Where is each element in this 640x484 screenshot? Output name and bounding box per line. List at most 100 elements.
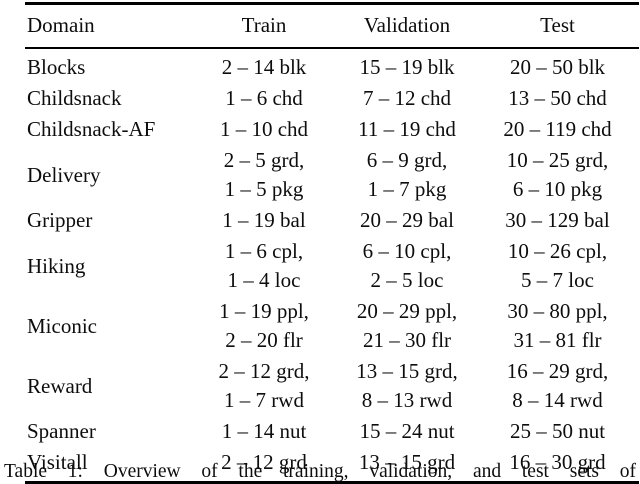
- table-row-spanner: Spanner 1 – 14 nut 15 – 24 nut 25 – 50 n…: [25, 416, 639, 447]
- domain-cell: Gripper: [27, 208, 93, 232]
- range-line: 15 – 24 nut: [359, 419, 455, 443]
- train-cell: 2 – 12 grd, 1 – 7 rwd: [190, 356, 338, 416]
- range-line: 31 – 81 flr: [513, 328, 602, 352]
- range-line: 2 – 5 loc: [370, 268, 444, 292]
- test-cell: 30 – 129 bal: [476, 205, 639, 236]
- header-row: Domain Train Validation Test: [25, 3, 639, 49]
- test-cell: 25 – 50 nut: [476, 416, 639, 447]
- range-line: 20 – 29 bal: [360, 208, 454, 232]
- validation-cell: 15 – 19 blk: [338, 48, 476, 83]
- range-line: 1 – 7 pkg: [367, 177, 447, 201]
- domain-cell: Delivery: [27, 162, 101, 187]
- range-line: 10 – 25 grd,: [506, 148, 609, 172]
- header-validation: Validation: [338, 3, 476, 49]
- test-cell: 20 – 50 blk: [476, 48, 639, 83]
- validation-cell: 20 – 29 ppl, 21 – 30 flr: [338, 296, 476, 356]
- validation-cell: 15 – 24 nut: [338, 416, 476, 447]
- table-row-blocks: Blocks 2 – 14 blk 15 – 19 blk 20 – 50 bl…: [25, 48, 639, 83]
- range-line: 1 – 6 cpl,: [224, 239, 304, 263]
- validation-cell: 13 – 15 grd: [338, 447, 476, 483]
- range-line: 5 – 7 loc: [521, 268, 594, 292]
- range-line: 8 – 14 rwd: [512, 388, 603, 412]
- test-cell: 16 – 29 grd, 8 – 14 rwd: [476, 356, 639, 416]
- train-cell: 1 – 10 chd: [190, 114, 338, 145]
- domain-cell: Childsnack: [27, 86, 122, 110]
- domain-cell: Miconic: [27, 313, 97, 338]
- table-header: Domain Train Validation Test: [25, 3, 639, 49]
- range-line: 13 – 15 grd,: [356, 359, 458, 383]
- domain-cell: Hiking: [27, 253, 86, 278]
- test-cell: 13 – 50 chd: [476, 83, 639, 114]
- range-line: 13 – 15 grd: [358, 450, 456, 474]
- range-line: 2 – 12 grd: [221, 450, 307, 474]
- range-line: 8 – 13 rwd: [361, 388, 453, 412]
- range-line: 2 – 20 flr: [225, 328, 303, 352]
- validation-cell: 7 – 12 chd: [338, 83, 476, 114]
- range-line: 21 – 30 flr: [362, 328, 452, 352]
- domain-cell: Visitall: [27, 450, 88, 474]
- table-row-gripper: Gripper 1 – 19 bal 20 – 29 bal 30 – 129 …: [25, 205, 639, 236]
- header-train: Train: [190, 3, 338, 49]
- range-line: 20 – 119 chd: [503, 117, 612, 141]
- range-line: 30 – 80 ppl,: [507, 299, 608, 323]
- validation-cell: 6 – 9 grd, 1 – 7 pkg: [338, 145, 476, 205]
- train-cell: 1 – 6 chd: [190, 83, 338, 114]
- domain-cell: Reward: [27, 373, 93, 398]
- range-line: 30 – 129 bal: [505, 208, 610, 232]
- range-line: 1 – 5 pkg: [224, 177, 304, 201]
- test-cell: 30 – 80 ppl, 31 – 81 flr: [476, 296, 639, 356]
- test-cell: 20 – 119 chd: [476, 114, 639, 145]
- range-line: 20 – 29 ppl,: [356, 299, 458, 323]
- domain-cell: Childsnack-AF: [27, 117, 156, 141]
- test-cell: 16 – 30 grd: [476, 447, 639, 483]
- table-row-visitall: Visitall 2 – 12 grd 13 – 15 grd 16 – 30 …: [25, 447, 639, 483]
- range-line: 2 – 14 blk: [221, 55, 307, 79]
- table-row-reward: Reward 2 – 12 grd, 1 – 7 rwd 13 – 15 grd…: [25, 356, 639, 416]
- range-line: 16 – 30 grd: [509, 450, 606, 474]
- range-line: 13 – 50 chd: [508, 86, 607, 110]
- header-domain: Domain: [25, 3, 190, 49]
- range-line: 6 – 10 pkg: [512, 177, 603, 201]
- train-cell: 1 – 19 ppl, 2 – 20 flr: [190, 296, 338, 356]
- table-row-childsnack-af: Childsnack-AF 1 – 10 chd 11 – 19 chd 20 …: [25, 114, 639, 145]
- table-row-hiking: Hiking 1 – 6 cpl, 1 – 4 loc 6 – 10 cpl, …: [25, 236, 639, 296]
- train-cell: 2 – 12 grd: [190, 447, 338, 483]
- range-line: 1 – 7 rwd: [224, 388, 304, 412]
- domain-cell: Blocks: [27, 55, 86, 79]
- range-line: 16 – 29 grd,: [506, 359, 609, 383]
- validation-cell: 20 – 29 bal: [338, 205, 476, 236]
- range-line: 1 – 19 bal: [222, 208, 306, 232]
- range-line: 7 – 12 chd: [362, 86, 452, 110]
- validation-cell: 13 – 15 grd, 8 – 13 rwd: [338, 356, 476, 416]
- test-cell: 10 – 25 grd, 6 – 10 pkg: [476, 145, 639, 205]
- train-cell: 1 – 6 cpl, 1 – 4 loc: [190, 236, 338, 296]
- header-test: Test: [476, 3, 639, 49]
- table-body: Blocks 2 – 14 blk 15 – 19 blk 20 – 50 bl…: [25, 48, 639, 483]
- table-row-childsnack: Childsnack 1 – 6 chd 7 – 12 chd 13 – 50 …: [25, 83, 639, 114]
- range-line: 10 – 26 cpl,: [507, 239, 608, 263]
- range-line: 11 – 19 chd: [358, 117, 456, 141]
- range-line: 20 – 50 blk: [509, 55, 606, 79]
- train-cell: 1 – 14 nut: [190, 416, 338, 447]
- domain-cell: Spanner: [27, 419, 96, 443]
- range-line: 6 – 10 cpl,: [362, 239, 452, 263]
- range-line: 2 – 5 grd,: [223, 148, 305, 172]
- range-line: 6 – 9 grd,: [366, 148, 448, 172]
- range-line: 2 – 12 grd,: [218, 359, 310, 383]
- table-row-delivery: Delivery 2 – 5 grd, 1 – 5 pkg 6 – 9 grd,…: [25, 145, 639, 205]
- table-row-miconic: Miconic 1 – 19 ppl, 2 – 20 flr 20 – 29 p…: [25, 296, 639, 356]
- table-caption: Table 1: Overview of the training, valid…: [4, 461, 636, 482]
- range-line: 1 – 6 chd: [225, 86, 303, 110]
- range-line: 1 – 10 chd: [219, 117, 309, 141]
- range-line: 25 – 50 nut: [509, 419, 606, 443]
- range-line: 1 – 19 ppl,: [219, 299, 309, 323]
- range-line: 1 – 4 loc: [227, 268, 301, 292]
- range-line: 15 – 19 blk: [359, 55, 455, 79]
- train-cell: 2 – 14 blk: [190, 48, 338, 83]
- train-cell: 1 – 19 bal: [190, 205, 338, 236]
- validation-cell: 6 – 10 cpl, 2 – 5 loc: [338, 236, 476, 296]
- range-line: 1 – 14 nut: [221, 419, 307, 443]
- problem-sizes-table: Domain Train Validation Test Blocks 2 – …: [25, 2, 639, 484]
- train-cell: 2 – 5 grd, 1 – 5 pkg: [190, 145, 338, 205]
